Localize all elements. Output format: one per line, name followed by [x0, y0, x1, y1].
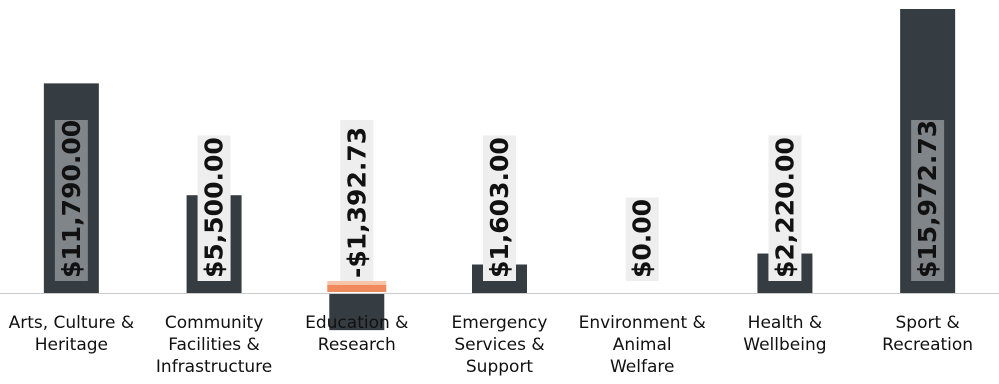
category-label-community-facilities-and-infrastructure: Community Facilities & Infrastructure [156, 313, 272, 377]
category-label-line: Animal [613, 335, 672, 355]
data-label-environment-and-animal-welfare: $0.00 [628, 199, 657, 278]
data-label-box-health-and-wellbeing [768, 135, 802, 281]
data-label-arts-culture-and-heritage: $11,790.00 [57, 120, 86, 278]
category-label-health-and-wellbeing: Health & Wellbeing [743, 313, 826, 355]
category-label-line: Emergency [452, 313, 548, 333]
negative-marker-education-and-research [327, 285, 387, 292]
data-label-box-emergency-services-and-support [483, 135, 516, 281]
category-label-line: Wellbeing [743, 335, 826, 355]
category-label-education-and-research: Education & Research [305, 313, 408, 355]
category-label-line: Heritage [35, 335, 108, 355]
category-label-environment-and-animal-welfare: Environment & Animal Welfare [579, 313, 706, 377]
data-label-sport-and-recreation: $15,972.73 [913, 120, 942, 278]
category-label-line: Environment & [579, 313, 706, 333]
negative-marker-light-education-and-research [327, 281, 387, 285]
category-label-sport-and-recreation: Sport & Recreation [882, 313, 973, 355]
category-label-line: Arts, Culture & [9, 313, 135, 333]
category-label-line: Facilities & [168, 335, 260, 355]
data-label-box-environment-and-animal-welfare [625, 197, 659, 281]
data-label-emergency-services-and-support: $1,603.00 [485, 137, 514, 278]
bar-education-and-research [329, 293, 385, 331]
data-label-box-sport-and-recreation [911, 120, 945, 281]
data-label-box-arts-culture-and-heritage [54, 120, 88, 281]
data-label-education-and-research: -$1,392.73 [342, 127, 371, 278]
category-label-line: Community [165, 313, 263, 333]
category-label-line: Sport & [895, 313, 959, 333]
category-label-line: Services & [454, 335, 544, 355]
category-label-arts-culture-and-heritage: Arts, Culture & Heritage [9, 313, 135, 355]
data-label-health-and-wellbeing: $2,220.00 [770, 137, 799, 278]
data-labels-layer: $11,790.00 $5,500.00 -$1,392.73 $1,603.00 $0… [54, 120, 945, 281]
data-label-community-facilities-and-infrastructure: $5,500.00 [200, 137, 229, 278]
category-label-line: Infrastructure [156, 357, 272, 377]
category-label-line: Research [318, 335, 396, 355]
category-label-emergency-services-and-support: Emergency Services & Support [452, 313, 548, 377]
category-label-line: Support [466, 357, 534, 377]
category-label-line: Welfare [610, 357, 674, 377]
data-label-box-community-facilities-and-infrastructure [197, 135, 231, 281]
category-label-line: Recreation [882, 335, 973, 355]
data-label-box-education-and-research [340, 120, 374, 281]
category-label-line: Education & [305, 313, 408, 333]
category-label-line: Health & [748, 313, 822, 333]
category-labels-layer: Arts, Culture & Heritage Community Faciliti… [9, 313, 973, 377]
